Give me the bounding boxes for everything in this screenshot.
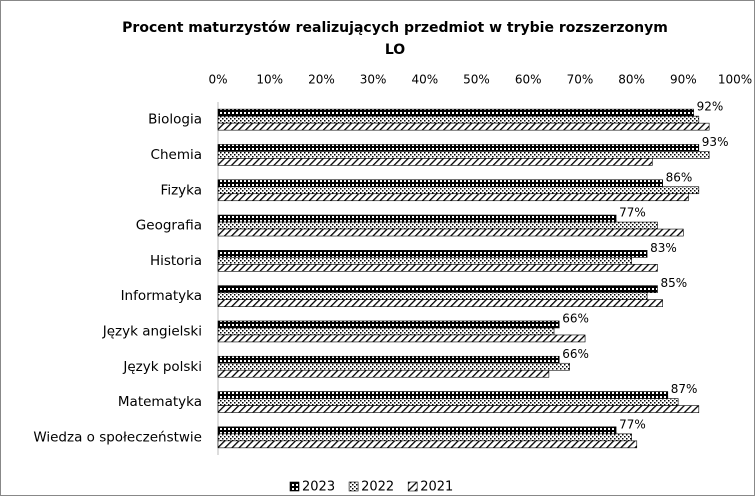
legend-label: 2023 (302, 480, 335, 495)
y-tick-label: Język polski (122, 359, 202, 375)
bar (217, 151, 710, 159)
x-tick-label: 50% (463, 73, 490, 87)
x-tick-label: 10% (256, 73, 283, 87)
value-label: 93% (702, 135, 729, 149)
bar (217, 355, 560, 364)
bar (217, 369, 550, 378)
legend-swatch (348, 481, 359, 492)
bar (217, 158, 653, 166)
bar (217, 405, 700, 413)
bar (217, 228, 684, 237)
bar (217, 327, 555, 336)
legend-swatch (407, 481, 418, 492)
bar (217, 122, 710, 131)
bar (217, 193, 689, 202)
bar (217, 320, 560, 329)
bar (217, 144, 700, 152)
value-label: 85% (660, 276, 687, 290)
y-tick-label: Język angielski (102, 323, 202, 339)
legend-swatch (289, 481, 300, 492)
y-tick-label: Informatyka (121, 288, 202, 304)
bar (217, 292, 648, 300)
bar (217, 391, 669, 399)
legend-label: 2021 (420, 480, 453, 495)
bar (217, 257, 632, 265)
bar (217, 433, 632, 442)
bar (217, 334, 586, 343)
x-tick-label: 90% (670, 73, 697, 87)
bar (217, 214, 617, 223)
bar (217, 186, 700, 195)
value-label: 87% (671, 382, 698, 396)
bar (217, 285, 658, 293)
bar (217, 250, 648, 258)
value-label: 92% (697, 100, 724, 114)
bar (217, 221, 658, 230)
value-label: 77% (619, 206, 646, 220)
value-label: 83% (650, 241, 677, 255)
x-tick-label: 80% (618, 73, 645, 87)
y-tick-label: Historia (150, 253, 202, 269)
bar (217, 362, 570, 371)
bar (217, 398, 679, 406)
bar (217, 426, 617, 435)
y-tick-label: Wiedza o społeczeństwie (33, 429, 202, 445)
bar (217, 108, 694, 117)
bar (217, 179, 663, 188)
x-tick-label: 20% (308, 73, 335, 87)
legend-label: 2022 (361, 480, 394, 495)
bar (217, 299, 663, 307)
x-tick-label: 100% (718, 73, 752, 87)
x-tick-label: 70% (567, 73, 594, 87)
x-tick-label: 60% (515, 73, 542, 87)
value-label: 66% (562, 311, 589, 325)
bar (217, 264, 658, 272)
value-label: 66% (562, 347, 589, 361)
bar (217, 115, 700, 124)
chart-subtitle: LO (385, 42, 405, 58)
y-tick-label: Geografia (136, 218, 202, 234)
y-tick-label: Chemia (151, 147, 202, 163)
y-tick-label: Biologia (148, 112, 202, 128)
x-tick-label: 0% (208, 73, 227, 87)
x-tick-label: 40% (411, 73, 438, 87)
bar (217, 440, 638, 449)
x-tick-label: 30% (360, 73, 387, 87)
value-label: 86% (666, 170, 693, 184)
chart-title: Procent maturzystów realizujących przedm… (122, 20, 668, 36)
value-label: 77% (619, 417, 646, 431)
y-tick-label: Fizyka (161, 182, 202, 198)
y-tick-label: Matematyka (118, 394, 202, 410)
